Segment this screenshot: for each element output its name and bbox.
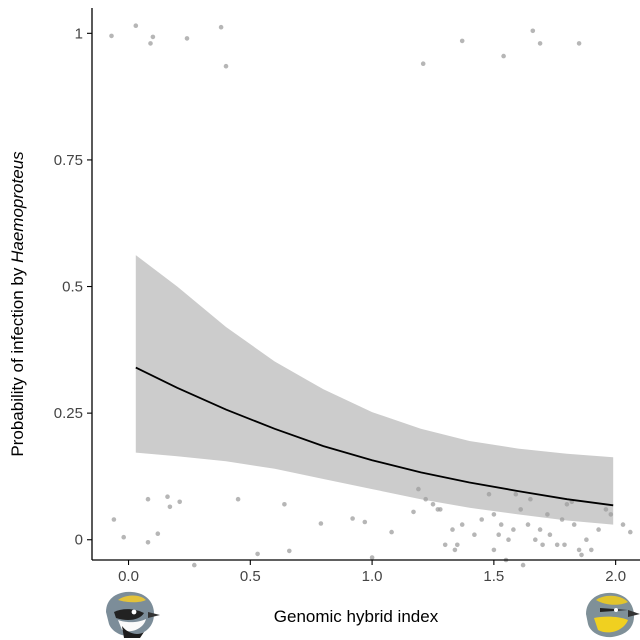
data-point xyxy=(184,36,190,41)
data-point xyxy=(571,522,577,527)
data-point xyxy=(148,41,153,46)
data-point xyxy=(498,522,504,527)
y-tick-label: 0 xyxy=(75,532,83,549)
y-tick-label: 0.5 xyxy=(62,279,83,296)
data-point xyxy=(145,540,151,545)
data-point xyxy=(133,23,139,29)
data-point xyxy=(554,542,560,548)
data-point xyxy=(579,552,584,558)
data-point xyxy=(459,522,465,527)
data-point xyxy=(540,542,545,548)
data-point xyxy=(282,502,287,507)
data-point xyxy=(459,38,465,44)
x-tick-label: 1.0 xyxy=(362,568,383,585)
data-point xyxy=(576,547,582,553)
data-point xyxy=(628,529,633,535)
x-axis-title: Genomic hybrid index xyxy=(274,607,439,626)
data-points-layer xyxy=(109,23,633,568)
data-point xyxy=(350,516,355,521)
data-point xyxy=(584,537,589,542)
data-point xyxy=(145,496,151,502)
data-point xyxy=(533,537,538,542)
fit-line-layer xyxy=(135,366,614,507)
data-point xyxy=(318,521,324,526)
data-point xyxy=(150,34,156,40)
confidence-ribbon xyxy=(135,255,614,525)
data-point xyxy=(111,517,117,522)
data-point xyxy=(287,548,292,554)
data-point xyxy=(479,517,485,522)
data-point xyxy=(438,507,443,512)
data-point xyxy=(525,522,531,527)
data-point xyxy=(520,562,526,568)
y-tick-label: 1 xyxy=(75,25,83,42)
fit-line xyxy=(135,366,614,507)
data-point xyxy=(389,529,394,535)
data-point xyxy=(562,542,567,548)
data-point xyxy=(496,532,502,537)
data-point xyxy=(511,527,516,532)
data-point xyxy=(430,502,436,507)
data-point xyxy=(608,512,614,517)
data-point xyxy=(537,41,543,46)
data-point xyxy=(491,512,497,517)
data-point xyxy=(416,486,421,492)
data-point xyxy=(450,527,455,532)
data-point xyxy=(603,507,609,512)
data-point xyxy=(442,542,448,548)
data-point xyxy=(223,63,229,69)
y-axis-title: Probability of infection by Haemoproteus xyxy=(8,151,27,457)
data-point xyxy=(109,33,114,39)
confidence-ribbon-layer xyxy=(135,255,614,525)
data-point xyxy=(455,542,460,548)
y-tick-label: 0.25 xyxy=(54,405,83,422)
data-point xyxy=(420,61,426,66)
data-point xyxy=(564,502,570,507)
y-tick-label: 0.75 xyxy=(54,152,83,169)
golden-winged-warbler-icon xyxy=(106,591,160,638)
y-axis-title-prefix: Probability of infection by xyxy=(8,263,27,457)
data-point xyxy=(576,41,582,46)
y-axis-title-italic: Haemoproteus xyxy=(8,151,27,263)
data-point xyxy=(559,517,565,522)
data-point xyxy=(192,562,197,568)
data-point xyxy=(506,537,511,542)
data-point xyxy=(596,527,601,532)
data-point xyxy=(547,532,553,537)
data-point xyxy=(362,519,368,525)
x-tick-label: 1.5 xyxy=(483,568,504,585)
data-point xyxy=(491,547,497,553)
data-point xyxy=(513,491,519,497)
x-tick-label: 2.0 xyxy=(605,568,626,585)
x-tick-label: 0.5 xyxy=(240,568,261,585)
data-point xyxy=(530,28,536,34)
x-tick-label: 0.0 xyxy=(118,568,139,585)
data-point xyxy=(177,499,182,505)
data-point xyxy=(167,504,173,510)
data-point xyxy=(518,507,523,512)
axes-layer: 0 0.25 0.5 0.75 1 0.0 0.5 1.0 1.5 2.0 xyxy=(54,8,640,585)
data-point xyxy=(218,24,224,30)
data-point xyxy=(121,534,126,540)
data-point xyxy=(528,496,533,502)
data-point xyxy=(452,547,458,553)
data-point xyxy=(545,512,550,517)
data-point xyxy=(369,555,375,560)
data-point xyxy=(255,551,260,557)
blue-winged-warbler-icon xyxy=(586,592,640,638)
data-point xyxy=(411,509,416,515)
data-point xyxy=(423,496,429,502)
data-point xyxy=(501,53,506,59)
data-point xyxy=(537,527,543,532)
data-point xyxy=(155,531,161,536)
data-point xyxy=(486,491,492,497)
data-point xyxy=(472,532,477,537)
data-point xyxy=(620,522,626,527)
data-point xyxy=(589,547,594,553)
data-point xyxy=(235,496,241,502)
data-point xyxy=(165,494,170,500)
